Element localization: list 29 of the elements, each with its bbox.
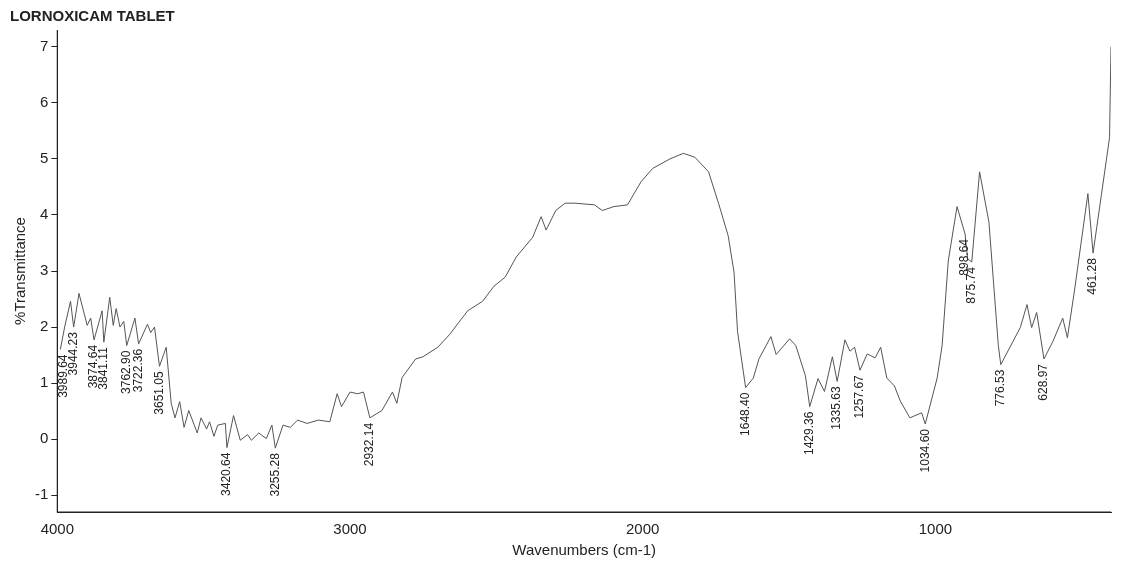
- annotation: 3255.28: [267, 452, 282, 497]
- chart-title: LORNOXICAM TABLET: [10, 7, 175, 25]
- annotation: 461.28: [1085, 257, 1100, 295]
- annotation: 2932.14: [362, 422, 377, 467]
- y-tick-label: 0: [39, 429, 49, 447]
- annotation: 776.53: [993, 369, 1008, 407]
- y-axis-title: %Transmittance: [11, 217, 29, 325]
- annotation: 3651.05: [151, 370, 166, 415]
- annotation: 1335.63: [829, 386, 844, 430]
- y-tick-label: -1: [34, 485, 49, 503]
- x-axis-title: Wavenumbers (cm-1): [512, 541, 656, 559]
- x-tick-label: 4000: [40, 520, 75, 538]
- y-tick-label: 2: [39, 317, 49, 335]
- y-tick-label: 1: [39, 373, 49, 391]
- annotation: 1429.36: [802, 411, 817, 456]
- y-tick-label: 6: [39, 93, 49, 110]
- annotation: 1034.60: [917, 428, 932, 473]
- annotation: 1257.67: [852, 374, 867, 419]
- y-tick-label: 5: [39, 149, 49, 167]
- y-tick-label: 3: [39, 261, 49, 279]
- annotation: 3841.11: [96, 346, 111, 390]
- x-tick-label: 2000: [626, 520, 660, 538]
- x-tick-label: 3000: [333, 520, 367, 538]
- annotation: 1648.40: [737, 392, 752, 436]
- annotation: 3420.64: [219, 452, 234, 496]
- x-tick-label: 1000: [918, 520, 953, 538]
- y-tick-label: 4: [39, 205, 49, 223]
- y-tick-label: 7: [39, 36, 49, 54]
- annotation: 628.97: [1036, 363, 1051, 401]
